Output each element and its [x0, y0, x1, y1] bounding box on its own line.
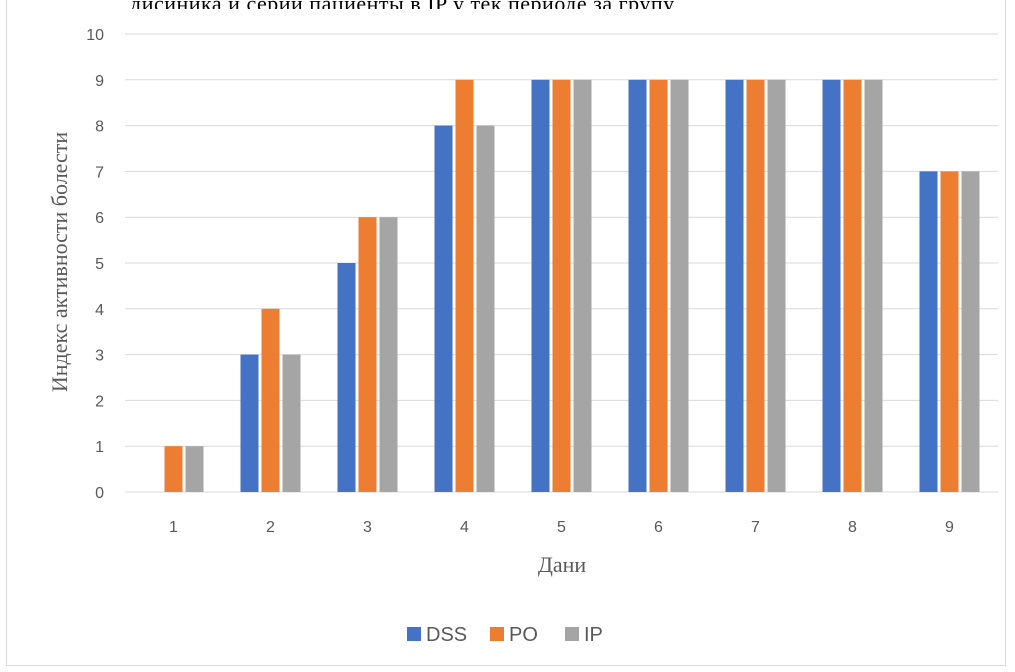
bar-po-day-6 [649, 79, 668, 493]
bar-po-day-7 [746, 79, 765, 493]
y-tick-label: 1 [95, 439, 104, 456]
y-tick-label: 0 [95, 485, 104, 502]
y-tick-label: 4 [95, 302, 104, 319]
x-tick-label: 5 [557, 519, 566, 536]
bar-po-day-2 [261, 308, 280, 492]
x-tick-labels: 1 2 3 4 5 6 7 8 9 [169, 519, 954, 536]
legend-label-ip: IP [584, 624, 603, 646]
bar-po-day-9 [940, 171, 959, 492]
x-tick-label: 9 [945, 519, 954, 536]
x-tick-label: 4 [460, 519, 469, 536]
bar-dss-day-6 [628, 79, 647, 493]
y-tick-label: 7 [95, 164, 104, 181]
bar-ip-day-7 [767, 79, 786, 493]
x-tick-label: 2 [266, 519, 275, 536]
bar-ip-day-8 [864, 79, 883, 493]
bar-po-day-8 [843, 79, 862, 493]
legend-swatch-ip [565, 627, 579, 641]
y-tick-label: 10 [86, 27, 104, 44]
legend-label-dss: DSS [426, 624, 467, 646]
bar-ip-day-6 [670, 79, 689, 493]
cropped-caption-text: дисиника и серии пациенты в IP у тек пер… [130, 0, 1010, 9]
bar-po-day-5 [552, 79, 571, 493]
bar-dss-day-8 [822, 79, 841, 493]
legend-swatch-dss [407, 627, 421, 641]
chart-frame [6, 0, 1006, 666]
bar-po-day-4 [455, 79, 474, 493]
y-tick-labels: 0 1 2 3 4 5 6 7 8 9 10 [86, 27, 104, 502]
bars [164, 79, 980, 493]
bar-dss-day-7 [725, 79, 744, 493]
x-tick-label: 8 [848, 519, 857, 536]
y-tick-label: 6 [95, 210, 104, 227]
x-tick-label: 6 [654, 519, 663, 536]
legend-swatch-po [490, 627, 504, 641]
y-tick-label: 8 [95, 119, 104, 136]
x-tick-label: 1 [169, 519, 178, 536]
y-axis-title: Индекс активности болести [47, 132, 72, 393]
bar-po-day-1 [164, 446, 183, 492]
bar-ip-day-2 [282, 354, 301, 492]
bar-ip-day-3 [379, 217, 398, 492]
x-axis-title: Дани [538, 552, 587, 577]
x-tick-label: 3 [363, 519, 372, 536]
legend: DSS PO IP [407, 624, 603, 646]
bar-ip-day-1 [185, 446, 204, 492]
y-tick-label: 2 [95, 393, 104, 410]
bar-ip-day-5 [573, 79, 592, 493]
bar-ip-day-9 [961, 171, 980, 492]
bar-dss-day-3 [337, 263, 356, 492]
bar-po-day-3 [358, 217, 377, 492]
y-tick-label: 3 [95, 348, 104, 365]
bar-dss-day-4 [434, 125, 453, 492]
y-tick-label: 5 [95, 256, 104, 273]
legend-label-po: PO [509, 624, 538, 646]
bar-dss-day-9 [919, 171, 938, 492]
y-tick-label: 9 [95, 73, 104, 90]
bar-dss-day-5 [531, 79, 550, 493]
bar-ip-day-4 [476, 125, 495, 492]
x-tick-label: 7 [751, 519, 760, 536]
bar-dss-day-2 [240, 354, 259, 492]
